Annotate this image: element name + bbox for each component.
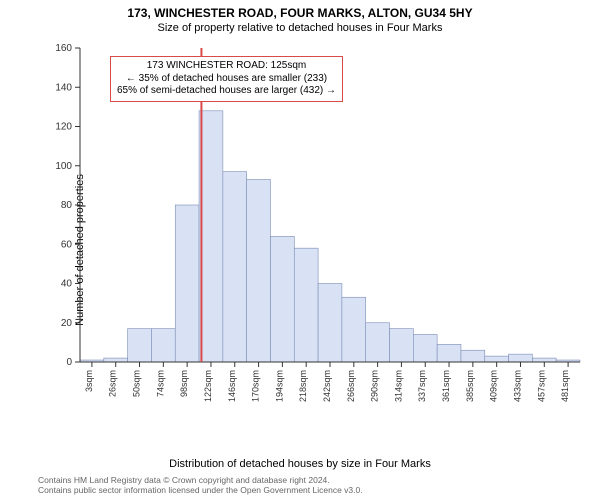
svg-text:50sqm: 50sqm (132, 370, 142, 397)
svg-text:40: 40 (61, 279, 73, 290)
annotation-line-3: 65% of semi-detached houses are larger (… (117, 85, 336, 98)
svg-text:361sqm: 361sqm (441, 370, 451, 402)
svg-text:481sqm: 481sqm (560, 370, 570, 402)
svg-text:80: 80 (61, 200, 73, 211)
svg-text:146sqm: 146sqm (227, 370, 237, 402)
svg-text:160: 160 (55, 44, 72, 54)
svg-text:120: 120 (55, 122, 72, 133)
footer-line-1: Contains HM Land Registry data © Crown c… (38, 475, 363, 486)
svg-text:98sqm: 98sqm (179, 370, 189, 397)
svg-text:140: 140 (55, 82, 72, 93)
svg-text:218sqm: 218sqm (298, 370, 308, 402)
footer-line-2: Contains public sector information licen… (38, 485, 363, 496)
x-axis-label: Distribution of detached houses by size … (169, 458, 431, 470)
svg-text:0: 0 (66, 357, 72, 368)
svg-text:385sqm: 385sqm (465, 370, 475, 402)
svg-text:337sqm: 337sqm (417, 370, 427, 402)
svg-text:122sqm: 122sqm (203, 370, 213, 402)
chart-title-1: 173, WINCHESTER ROAD, FOUR MARKS, ALTON,… (0, 6, 600, 20)
annotation-line-1: 173 WINCHESTER ROAD: 125sqm (117, 60, 336, 73)
svg-text:314sqm: 314sqm (393, 370, 403, 402)
footer-attribution: Contains HM Land Registry data © Crown c… (38, 475, 363, 496)
svg-text:170sqm: 170sqm (251, 370, 261, 402)
chart-title-2: Size of property relative to detached ho… (0, 22, 600, 34)
svg-text:433sqm: 433sqm (512, 370, 522, 402)
annotation-box: 173 WINCHESTER ROAD: 125sqm ← 35% of det… (110, 56, 343, 102)
svg-text:20: 20 (61, 318, 73, 329)
svg-text:290sqm: 290sqm (370, 370, 380, 402)
svg-text:457sqm: 457sqm (536, 370, 546, 402)
svg-text:266sqm: 266sqm (346, 370, 356, 402)
svg-text:74sqm: 74sqm (155, 370, 165, 397)
title-block: 173, WINCHESTER ROAD, FOUR MARKS, ALTON,… (0, 0, 600, 34)
svg-text:409sqm: 409sqm (489, 370, 499, 402)
svg-text:242sqm: 242sqm (322, 370, 332, 402)
svg-text:194sqm: 194sqm (274, 370, 284, 402)
annotation-line-2: ← 35% of detached houses are smaller (23… (117, 73, 336, 86)
svg-text:3sqm: 3sqm (84, 370, 94, 392)
svg-text:100: 100 (55, 161, 72, 172)
svg-text:26sqm: 26sqm (108, 370, 118, 397)
svg-text:60: 60 (61, 239, 73, 250)
chart-area: 0 20 40 60 80 100 120 140 160 3sqm 26sqm 50sqm 74sqm… (38, 44, 586, 420)
